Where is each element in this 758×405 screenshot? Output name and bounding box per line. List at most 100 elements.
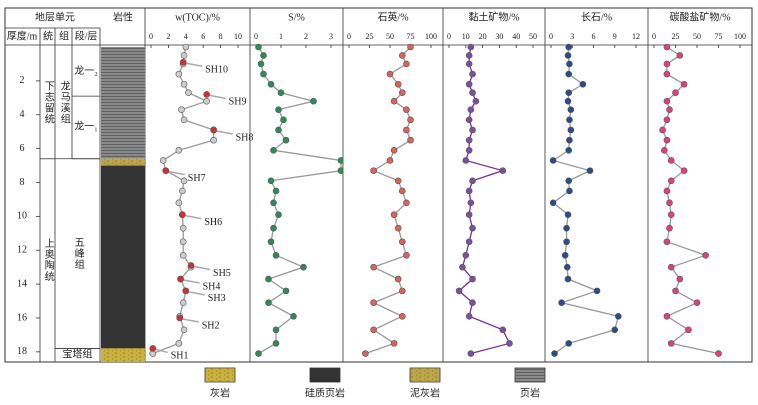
- log-point: [179, 187, 186, 195]
- log-point: [469, 224, 476, 232]
- sample-point: [177, 275, 184, 283]
- log-point: [663, 43, 671, 51]
- log-point: [549, 199, 557, 207]
- log-point: [561, 252, 569, 259]
- log-point: [370, 167, 377, 174]
- header: 地层单元: [35, 10, 75, 23]
- arrow: [168, 170, 185, 176]
- x-tick-label: 6: [592, 32, 596, 41]
- log-point: [180, 177, 188, 185]
- log-point: [282, 136, 290, 144]
- log-point: [407, 43, 414, 51]
- arrow: [185, 214, 202, 220]
- log-point: [467, 43, 475, 51]
- log-point: [465, 187, 473, 195]
- log-point: [667, 263, 675, 271]
- y-tick-label: 16: [17, 312, 27, 323]
- x-tick-label: 75: [407, 32, 415, 41]
- log-point: [564, 275, 572, 283]
- sample-point: [149, 345, 157, 352]
- log-point: [394, 224, 402, 232]
- log-point: [179, 224, 187, 232]
- x-tick-label: 9: [613, 32, 617, 41]
- log-point: [398, 187, 406, 195]
- log-point: [370, 299, 377, 307]
- log-point: [558, 299, 565, 307]
- x-tick-label: 100: [425, 32, 437, 41]
- track-title: S/%: [288, 12, 305, 23]
- log-point: [272, 187, 280, 195]
- track: [659, 43, 722, 357]
- log-point: [661, 147, 668, 154]
- log-point: [565, 177, 573, 185]
- log-point: [394, 275, 402, 283]
- x-tick-label: 40: [512, 32, 520, 41]
- track-title: w(TOC)/%: [175, 12, 220, 23]
- sample-point: [203, 91, 210, 98]
- log-point: [185, 89, 192, 97]
- unit-label: 五峰组: [72, 237, 84, 270]
- unit-label: 上奥陶统: [42, 238, 54, 282]
- legend-pattern: [410, 368, 440, 382]
- x-tick-label: 75: [715, 32, 723, 41]
- log-point: [465, 52, 473, 59]
- log-point: [663, 238, 671, 246]
- log-point: [272, 252, 280, 259]
- header: 岩性: [113, 10, 133, 23]
- x-tick-label: 2: [304, 32, 308, 41]
- log-point: [663, 116, 671, 124]
- log-point: [676, 275, 684, 283]
- log-point: [715, 350, 722, 357]
- sample-label: SH7: [188, 173, 206, 184]
- log-point: [667, 177, 675, 185]
- log-point: [270, 147, 277, 154]
- track: [362, 43, 414, 357]
- log-point: [255, 43, 262, 51]
- legend-pattern: [515, 368, 545, 382]
- log-point: [611, 326, 619, 334]
- arrow: [186, 62, 203, 67]
- log-point: [565, 89, 573, 97]
- unit-label: 宝塔组: [63, 348, 93, 361]
- lithology-pattern: [101, 348, 145, 362]
- log-point: [551, 350, 558, 357]
- log-point: [403, 126, 410, 134]
- x-tick-label: 25: [672, 32, 680, 41]
- log-point: [693, 299, 701, 307]
- log-point: [663, 70, 671, 78]
- log-point: [267, 80, 275, 88]
- track: [255, 43, 343, 357]
- log-point: [465, 312, 473, 320]
- log-point: [390, 97, 398, 105]
- log-point: [180, 80, 188, 88]
- log-point: [398, 52, 406, 59]
- arrow: [209, 94, 226, 100]
- track-title: 黏土矿物/%: [468, 10, 519, 23]
- log-point: [666, 199, 673, 207]
- sample-point: [182, 287, 190, 295]
- log-point: [398, 238, 406, 246]
- log-point: [566, 136, 573, 144]
- header: 组: [59, 29, 69, 42]
- legend-pattern: [205, 368, 235, 382]
- arrow: [182, 318, 199, 323]
- log-point: [564, 97, 572, 105]
- x-tick-label: 0: [254, 32, 258, 41]
- unit-label: 龙一₂: [74, 64, 98, 77]
- sample-point: [162, 167, 170, 174]
- log-point: [499, 167, 507, 174]
- log-point: [398, 312, 406, 320]
- log-point: [586, 167, 594, 174]
- unit-label: 龙一₁: [74, 120, 98, 133]
- log-point: [472, 97, 480, 105]
- log-point: [702, 252, 709, 259]
- log-point: [465, 60, 473, 68]
- x-tick-label: 10: [462, 32, 470, 41]
- x-tick-label: 0: [652, 32, 656, 41]
- log-point: [159, 157, 167, 164]
- log-line: [458, 46, 511, 355]
- log-point: [282, 287, 290, 295]
- log-point: [179, 252, 187, 259]
- log-line: [257, 46, 342, 355]
- log-point: [672, 287, 679, 295]
